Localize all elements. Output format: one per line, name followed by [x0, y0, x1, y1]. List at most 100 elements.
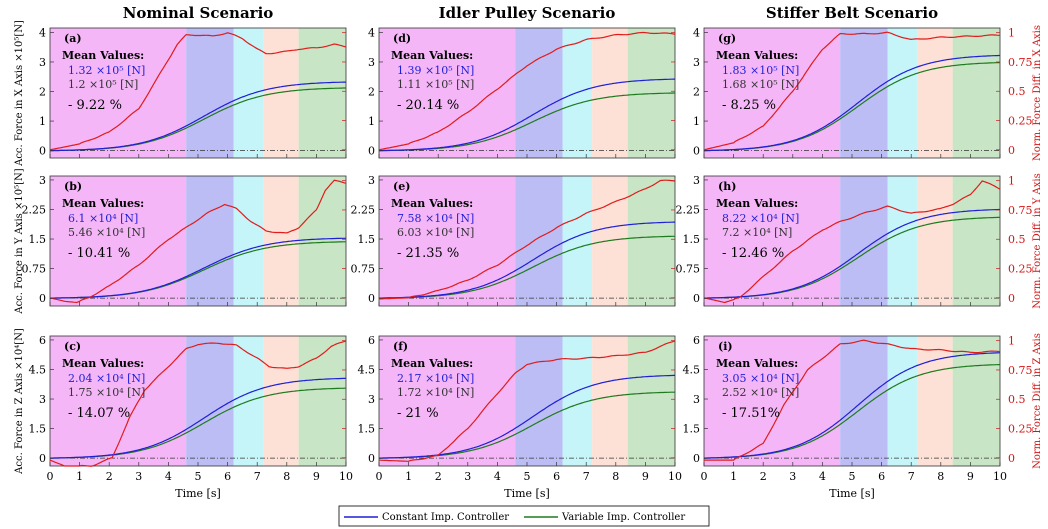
phase-zone — [233, 176, 264, 306]
phase-zone — [50, 336, 187, 466]
y-tick-label: 3 — [368, 56, 375, 69]
right-tick-label: 0.75 — [1008, 56, 1033, 69]
panel-c: 0 1.5 3 4.5 6 0 1 2 3 4 5 6 7 8 9 10 (c) Mean Values: 2.04… — [14, 328, 353, 483]
percent-reduction: - 20.14 % — [397, 98, 459, 113]
phase-zone — [515, 336, 563, 466]
mean-constant-value: 1.32 ×10⁵ [N] — [68, 64, 145, 77]
percent-reduction: - 21 % — [397, 406, 439, 421]
right-tick-label: 0.25 — [1008, 263, 1033, 276]
mean-constant-value: 7.58 ×10⁴ [N] — [397, 212, 474, 225]
y-tick-label: 4.5 — [29, 363, 47, 376]
x-tick-label: 1 — [76, 470, 83, 483]
panel-b: 0 0.75 1.5 2.25 3 (b) Mean Values: 6.1 ×10⁴ [N]… — [14, 168, 347, 315]
mean-values-label: Mean Values: — [716, 197, 798, 210]
mean-values-label: Mean Values: — [716, 357, 798, 370]
phase-zone — [186, 336, 234, 466]
constant-controller-line — [704, 208, 1000, 299]
mean-values-label: Mean Values: — [62, 357, 144, 370]
y-tick-label: 3 — [368, 174, 375, 187]
y-tick-label: 3 — [39, 174, 46, 187]
y-tick-label: 0 — [39, 452, 46, 465]
right-tick-label: 1 — [1008, 335, 1015, 348]
right-tick-label: 1 — [1008, 27, 1015, 40]
force-diff-line — [378, 31, 676, 151]
x-tick-label: 0 — [701, 470, 708, 483]
percent-reduction: - 9.22 % — [68, 98, 122, 113]
constant-controller-line — [379, 221, 675, 299]
constant-controller-line — [50, 377, 347, 459]
x-tick-label: 1 — [405, 470, 412, 483]
constant-controller-line — [50, 237, 347, 299]
phase-zone — [627, 176, 675, 306]
x-tick-label: 8 — [937, 470, 944, 483]
y-tick-label: 1 — [693, 115, 700, 128]
mean-variable-value: 1.72 ×10⁴ [N] — [397, 386, 474, 399]
y-tick-label: 3 — [693, 56, 700, 69]
column-title: Nominal Scenario — [123, 4, 274, 22]
phase-zone — [379, 28, 516, 158]
legend-variable-label: Variable Imp. Controller — [561, 512, 685, 523]
y-tick-label: 2 — [693, 86, 700, 99]
x-tick-label: 5 — [195, 470, 202, 483]
constant-controller-line — [704, 352, 1001, 459]
phase-zone — [186, 28, 234, 158]
y-tick-label: 6 — [39, 334, 46, 347]
mean-variable-value: 1.75 ×10⁴ [N] — [68, 386, 145, 399]
column-titles: Nominal Scenario Idler Pulley Scenario Sti… — [123, 4, 938, 22]
y-tick-label: 3 — [39, 393, 46, 406]
mean-values-label: Mean Values: — [391, 357, 473, 370]
phase-zone — [263, 28, 299, 158]
phase-zone — [917, 28, 953, 158]
y-tick-label: 0 — [39, 292, 46, 305]
y-tick-label: 0 — [39, 145, 46, 158]
phase-zone — [50, 176, 187, 306]
y-tick-label: 3 — [693, 393, 700, 406]
x-tick-label: 9 — [313, 470, 320, 483]
y-tick-label: 1.5 — [358, 423, 376, 436]
panel-d: 0 1 2 3 4 (d) Mean Values: 1.39 ×10⁵ [N]1.11 ×1… — [368, 26, 676, 159]
y-tick-label: 3 — [693, 174, 700, 187]
constant-controller-line — [379, 78, 675, 152]
x-tick-label: 10 — [668, 470, 682, 483]
percent-reduction: - 14.07 % — [68, 406, 130, 421]
phase-zone — [515, 28, 563, 158]
x-tick-label: 2 — [106, 470, 113, 483]
x-tick-label: 0 — [47, 470, 54, 483]
force-diff-line — [703, 180, 1001, 304]
phase-zone — [515, 176, 563, 306]
mean-constant-value: 6.1 ×10⁴ [N] — [68, 212, 138, 225]
panel-g: 0 1 2 3 4 0 0.25 0.5 0.75 1 (g) Mean Values: 1.83 ×1… — [693, 25, 1043, 161]
phase-zone — [627, 336, 675, 466]
right-tick-label: 0.75 — [1008, 204, 1033, 217]
percent-reduction: - 8.25 % — [722, 98, 776, 113]
phase-zone — [887, 176, 918, 306]
force-diff-line — [378, 179, 676, 300]
percent-reduction: - 12.46 % — [722, 246, 784, 261]
right-tick-label: 0.5 — [1008, 393, 1026, 406]
x-tick-label: 4 — [165, 470, 172, 483]
mean-constant-value: 2.17 ×10⁴ [N] — [397, 372, 474, 385]
phase-zone — [917, 176, 953, 306]
constant-controller-line — [704, 54, 1000, 152]
right-tick-label: 1 — [1008, 175, 1015, 188]
mean-variable-value: 6.03 ×10⁴ [N] — [397, 226, 474, 239]
phase-zone — [952, 336, 1000, 466]
y-tick-label: 4 — [693, 26, 700, 39]
panel-letter: (g) — [718, 32, 736, 45]
panel-letter: (a) — [64, 32, 82, 45]
y-tick-label: 1 — [39, 115, 46, 128]
phase-zone — [379, 336, 516, 466]
phase-zone — [704, 28, 841, 158]
mean-values-label: Mean Values: — [391, 49, 473, 62]
phase-zone — [298, 176, 346, 306]
right-tick-label: 0.5 — [1008, 85, 1026, 98]
panel-a: 0 1 2 3 4 (a) Mean Values: 1.32 ×10⁵ [N]1.2 ×10… — [14, 20, 347, 167]
phase-zone — [186, 176, 234, 306]
y-tick-label: 0 — [693, 292, 700, 305]
y-tick-label: 4 — [39, 26, 46, 39]
phase-zone — [50, 28, 187, 158]
phase-zone — [917, 336, 953, 466]
x-axis-label: Time [s] — [504, 487, 550, 500]
mean-variable-value: 1.2 ×10⁵ [N] — [68, 78, 138, 91]
panel-letter: (f) — [393, 340, 408, 353]
